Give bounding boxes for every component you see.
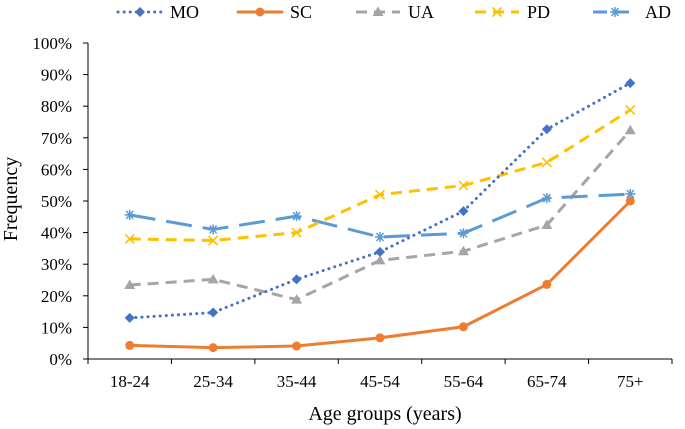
- legend-item-sc: SC: [236, 2, 312, 22]
- series-layer: [124, 78, 636, 353]
- series-line-sc: [128, 199, 632, 350]
- data-point-pd: [541, 157, 552, 168]
- y-tick-label: 20%: [41, 287, 72, 306]
- data-point-mo: [124, 312, 135, 323]
- legend-label-mo: MO: [170, 2, 199, 22]
- data-point-sc: [542, 279, 552, 289]
- x-tick-label: 75+: [617, 372, 644, 391]
- y-axis-ticks: 0% 10% 20% 30% 40% 50% 60% 70% 80% 90% 100%: [32, 34, 88, 369]
- data-point-sc: [375, 333, 385, 343]
- x-axis-title: Age groups (years): [308, 403, 461, 425]
- data-point-mo: [291, 274, 302, 285]
- series-line-pd: [129, 108, 632, 242]
- y-tick-label: 0%: [49, 350, 72, 369]
- legend-item-ad: AD: [593, 2, 671, 22]
- x-tick-label: 45-54: [360, 372, 400, 391]
- legend-marker-ua: [372, 6, 384, 16]
- y-tick-label: 40%: [41, 224, 72, 243]
- x-tick-label: 65-74: [527, 372, 567, 391]
- series-ad: [124, 189, 636, 243]
- data-point-ua: [291, 294, 303, 304]
- data-point-pd: [208, 235, 219, 246]
- x-tick-label: 35-44: [277, 372, 317, 391]
- data-point-ad: [208, 224, 219, 235]
- data-point-mo: [625, 78, 636, 89]
- axes: [87, 43, 672, 360]
- legend-label-pd: PD: [527, 2, 550, 22]
- legend: MO SC UA PD AD: [116, 2, 671, 22]
- data-point-mo: [458, 206, 469, 217]
- data-point-ua: [124, 279, 136, 290]
- data-point-ua: [457, 245, 469, 256]
- data-point-sc: [125, 340, 135, 350]
- data-point-ad: [625, 189, 636, 200]
- data-point-ua: [374, 254, 386, 265]
- data-point-ad: [375, 232, 385, 243]
- data-point-ad: [291, 211, 302, 222]
- data-point-sc: [208, 343, 218, 353]
- data-point-pd: [374, 189, 386, 200]
- legend-marker-pd: [491, 6, 503, 18]
- series-pd: [124, 104, 636, 246]
- legend-item-pd: PD: [475, 2, 550, 22]
- x-tick-label: 18-24: [110, 372, 150, 391]
- x-tick-label: 25-34: [193, 372, 233, 391]
- legend-marker-mo: [135, 7, 145, 17]
- y-tick-label: 80%: [41, 97, 72, 116]
- data-point-sc: [625, 196, 635, 206]
- data-point-ad: [124, 209, 135, 220]
- data-point-ad: [541, 193, 552, 204]
- x-tick-label: 55-64: [444, 372, 484, 391]
- y-tick-label: 10%: [41, 318, 72, 337]
- legend-item-ua: UA: [356, 2, 434, 22]
- y-tick-label: 100%: [32, 34, 72, 53]
- legend-item-mo: MO: [116, 2, 199, 22]
- legend-label-ad: AD: [645, 2, 671, 22]
- legend-marker-ad: [610, 7, 620, 17]
- y-tick-label: 50%: [41, 192, 72, 211]
- data-point-mo: [541, 124, 552, 135]
- legend-label-sc: SC: [290, 2, 312, 22]
- series-mo: [124, 78, 636, 323]
- data-point-pd: [625, 104, 636, 116]
- legend-label-ua: UA: [408, 2, 434, 22]
- data-point-pd: [458, 180, 469, 191]
- series-sc: [125, 196, 635, 353]
- series-line-ad: [129, 192, 631, 239]
- data-point-sc: [292, 341, 302, 351]
- data-point-ua: [207, 273, 219, 284]
- y-tick-label: 90%: [41, 66, 72, 85]
- data-point-mo: [375, 246, 385, 257]
- data-point-ua: [624, 124, 636, 135]
- series-ua: [124, 124, 636, 304]
- series-line-mo: [128, 81, 632, 320]
- y-tick-label: 70%: [41, 129, 72, 148]
- data-point-ua: [541, 219, 553, 230]
- data-point-ad: [458, 228, 469, 239]
- y-tick-label: 60%: [41, 160, 72, 179]
- data-point-mo: [208, 307, 219, 318]
- data-point-sc: [458, 322, 468, 332]
- y-tick-label: 30%: [41, 255, 72, 274]
- data-point-pd: [124, 233, 135, 244]
- y-axis-title: Frequency: [0, 157, 22, 241]
- data-point-pd: [291, 227, 302, 238]
- x-axis-ticks: 18-24 25-34 35-44 45-54 55-64 65-74 75+: [87, 359, 673, 391]
- legend-marker-sc: [255, 7, 265, 17]
